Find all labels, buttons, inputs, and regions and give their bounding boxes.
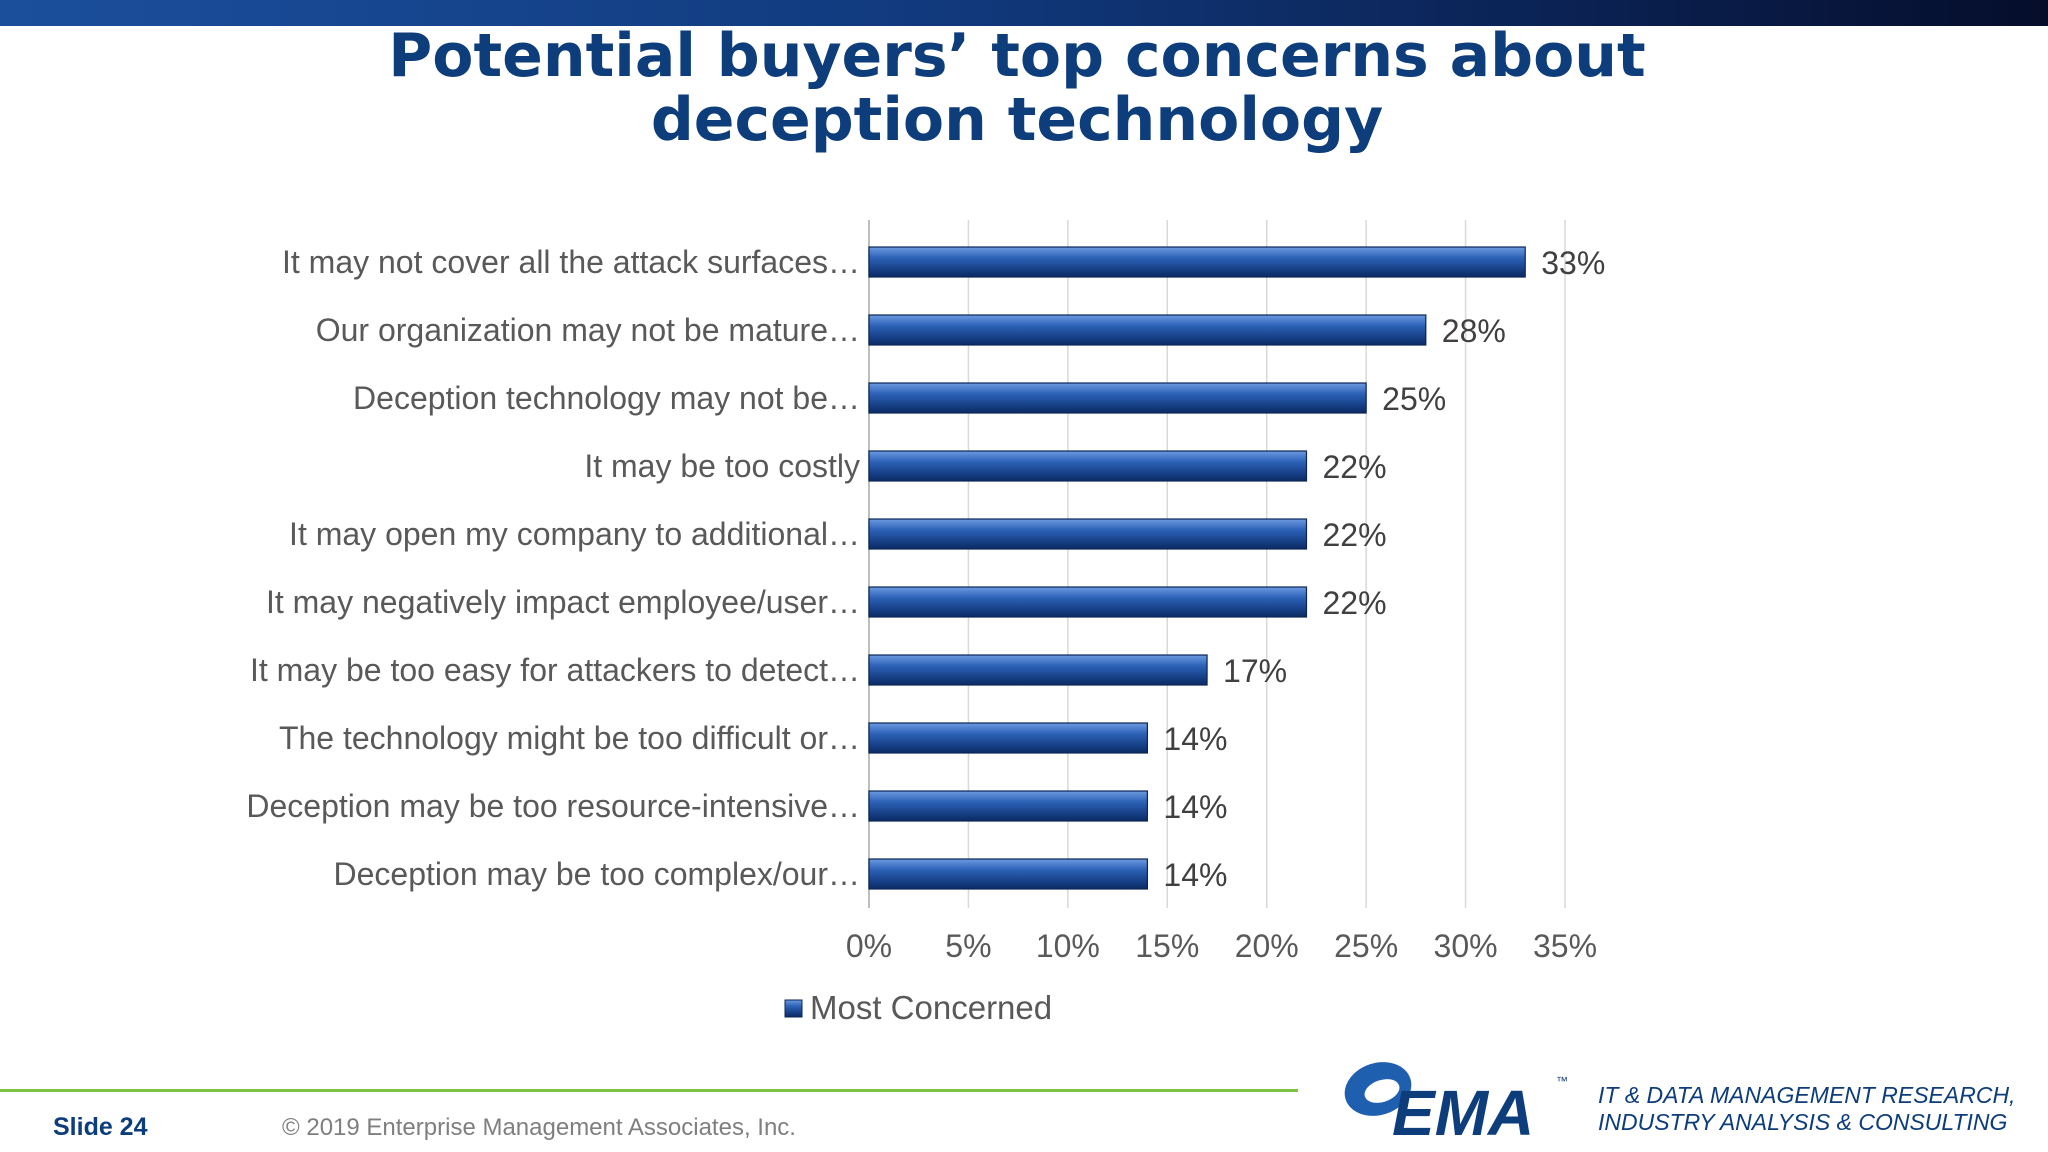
data-label: 14% xyxy=(1163,789,1227,825)
bar xyxy=(868,722,1148,754)
copyright-notice: © 2019 Enterprise Management Associates,… xyxy=(282,1114,796,1141)
x-tick-label: 5% xyxy=(945,928,991,964)
category-label: It may be too easy for attackers to dete… xyxy=(250,652,860,688)
x-tick-label: 30% xyxy=(1434,928,1498,964)
x-tick-label: 10% xyxy=(1036,928,1100,964)
data-label: 22% xyxy=(1322,517,1386,553)
legend-label: Most Concerned xyxy=(810,989,1052,1026)
data-label: 22% xyxy=(1322,449,1386,485)
bar xyxy=(868,246,1526,278)
bar xyxy=(868,654,1208,686)
chart-bars xyxy=(868,246,1526,890)
slide-title-line-2: deception technology xyxy=(650,85,1384,155)
legend-swatch xyxy=(784,999,803,1018)
x-tick-label: 25% xyxy=(1334,928,1398,964)
tagline-line-2: INDUSTRY ANALYSIS & CONSULTING xyxy=(1598,1109,2008,1135)
category-label: Deception may be too complex/our… xyxy=(334,856,860,892)
ema-logo: EMA ™ xyxy=(1344,1062,1568,1145)
footer-divider xyxy=(0,1089,1298,1092)
bar xyxy=(868,858,1148,890)
x-tick-label: 20% xyxy=(1235,928,1299,964)
bar xyxy=(868,382,1367,414)
slide-number: Slide 24 xyxy=(53,1113,148,1141)
tagline-line-1: IT & DATA MANAGEMENT RESEARCH, xyxy=(1598,1082,2016,1108)
category-label: It may negatively impact employee/user… xyxy=(266,584,860,620)
category-label: It may be too costly xyxy=(584,448,860,484)
logo-trademark: ™ xyxy=(1556,1074,1568,1088)
category-label: The technology might be too difficult or… xyxy=(279,720,860,756)
data-label: 17% xyxy=(1223,653,1287,689)
slide-title-line-1: Potential buyers’ top concerns about xyxy=(388,21,1646,91)
data-label: 14% xyxy=(1163,857,1227,893)
bar xyxy=(868,450,1308,482)
x-tick-label: 35% xyxy=(1533,928,1597,964)
top-banner xyxy=(0,0,2048,26)
category-label: Deception technology may not be… xyxy=(353,380,860,416)
data-label: 28% xyxy=(1442,313,1506,349)
data-label: 14% xyxy=(1163,721,1227,757)
data-label: 22% xyxy=(1322,585,1386,621)
x-tick-label: 0% xyxy=(846,928,892,964)
slide-title: Potential buyers’ top concerns about dec… xyxy=(0,24,2034,152)
bar xyxy=(868,586,1308,618)
bar xyxy=(868,518,1308,550)
bar-chart: 0% 5% 10% 15% 20% 25% 30% 35% It may not cover a… xyxy=(246,220,1605,1026)
bar xyxy=(868,790,1148,822)
logo-wordmark: EMA xyxy=(1392,1077,1534,1145)
x-tick-label: 15% xyxy=(1135,928,1199,964)
category-label: It may open my company to additional… xyxy=(289,516,860,552)
category-label: It may not cover all the attack surfaces… xyxy=(282,244,860,280)
bar xyxy=(868,314,1427,346)
chart-legend: Most Concerned xyxy=(784,989,1052,1026)
category-label: Deception may be too resource-intensive… xyxy=(246,788,860,824)
chart-labels: 0% 5% 10% 15% 20% 25% 30% 35% It may not cover a… xyxy=(246,244,1605,964)
data-label: 25% xyxy=(1382,381,1446,417)
company-tagline: IT & DATA MANAGEMENT RESEARCH, INDUSTRY … xyxy=(1598,1082,2015,1136)
category-label: Our organization may not be mature… xyxy=(316,312,860,348)
data-label: 33% xyxy=(1541,245,1605,281)
